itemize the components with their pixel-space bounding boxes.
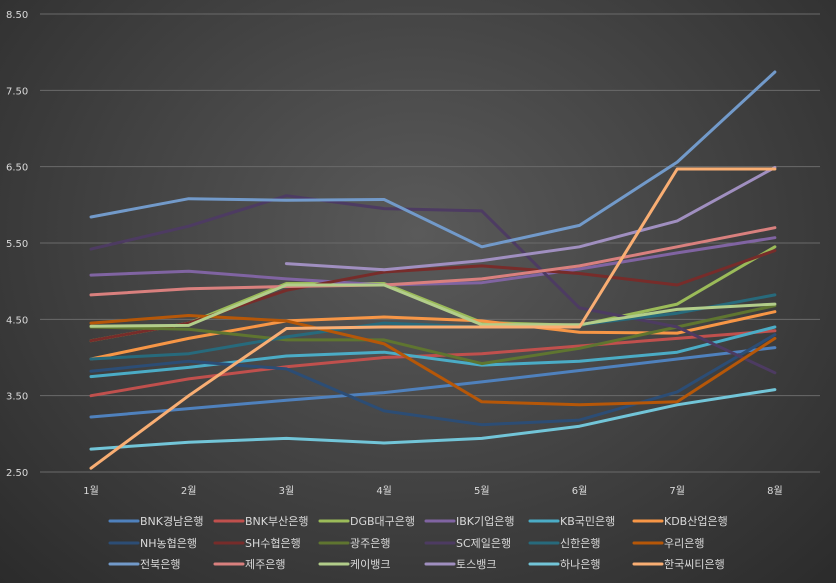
y-tick-label: 6.50	[6, 163, 28, 174]
legend-label: 우리은행	[664, 537, 704, 550]
x-axis-ticks: 1월 2월 3월 4월 5월 6월 7월 8월	[83, 485, 782, 497]
legend-label: 광주은행	[350, 537, 390, 550]
series-line	[284, 165, 777, 272]
x-tick-label: 2월	[181, 485, 197, 497]
legend-label: 전북은행	[140, 558, 180, 571]
y-tick-label: 7.50	[6, 86, 28, 97]
legend-item: NH농협은행	[108, 537, 197, 550]
legend-label: BNK경남은행	[140, 515, 203, 528]
series-line	[89, 310, 777, 361]
legend-item: 한국씨티은행	[632, 558, 725, 571]
legend-label: 신한은행	[560, 537, 600, 550]
series-line	[89, 167, 777, 470]
legend-item: SC제일은행	[424, 536, 511, 550]
legend-item: 하나은행	[528, 557, 600, 571]
legend-label: KDB산업은행	[664, 515, 728, 528]
legend-label: DGB대구은행	[350, 515, 415, 528]
y-tick-label: 4.50	[6, 315, 28, 326]
series-line	[89, 293, 777, 361]
x-tick-label: 7월	[669, 485, 685, 497]
legend-label: 한국씨티은행	[664, 558, 725, 571]
series-line	[89, 314, 777, 407]
legend-item: 토스뱅크	[424, 558, 496, 571]
legend-item: IBK기업은행	[424, 515, 514, 528]
legend-label: 제주은행	[245, 558, 285, 571]
legend-label: SC제일은행	[456, 536, 511, 550]
series-line	[89, 70, 777, 249]
legend-label: 하나은행	[560, 557, 600, 571]
legend-label: SH수협은행	[245, 537, 301, 550]
x-tick-label: 5월	[474, 485, 490, 497]
series-line	[89, 194, 777, 375]
y-axis-ticks: 2.50 3.50 4.50 5.50 6.50 7.50 8.50	[6, 10, 28, 479]
legend-label: BNK부산은행	[245, 515, 308, 528]
series-line	[89, 226, 777, 297]
series-line	[89, 333, 777, 427]
y-tick-label: 2.50	[6, 468, 28, 479]
legend-item: BNK부산은행	[213, 515, 308, 528]
series-line	[89, 325, 777, 379]
x-tick-label: 4월	[376, 485, 392, 497]
legend: BNK경남은행 BNK부산은행 DGB대구은행 IBK기업은행 KB국민은행 KDB산업은…	[108, 515, 728, 571]
x-tick-label: 1월	[83, 485, 99, 497]
series-line	[89, 346, 777, 419]
series-line	[89, 304, 777, 366]
series-lines	[89, 70, 777, 470]
legend-item: 제주은행	[213, 558, 285, 571]
series-line	[89, 388, 777, 451]
legend-item: 광주은행	[318, 537, 390, 550]
legend-item: SH수협은행	[213, 537, 301, 550]
x-tick-label: 3월	[279, 485, 295, 497]
legend-item: KDB산업은행	[632, 515, 728, 528]
legend-item: BNK경남은행	[108, 515, 203, 528]
legend-item: 전북은행	[108, 558, 180, 571]
y-tick-label: 5.50	[6, 239, 28, 250]
legend-label: 케이뱅크	[350, 558, 390, 571]
y-tick-label: 8.50	[6, 10, 28, 21]
x-tick-label: 6월	[572, 485, 588, 497]
legend-item: 우리은행	[632, 537, 704, 550]
y-tick-label: 3.50	[6, 392, 28, 403]
legend-item: 신한은행	[528, 537, 600, 550]
legend-label: 토스뱅크	[456, 558, 496, 571]
legend-item: DGB대구은행	[318, 515, 415, 528]
x-tick-label: 8월	[767, 485, 783, 497]
legend-item: KB국민은행	[528, 515, 615, 528]
legend-label: KB국민은행	[560, 515, 615, 528]
legend-label: NH농협은행	[140, 537, 197, 550]
series-line	[89, 236, 777, 287]
legend-label: IBK기업은행	[456, 515, 514, 528]
legend-item: 케이뱅크	[318, 558, 390, 571]
series-line	[89, 283, 777, 328]
series-line	[89, 329, 777, 398]
